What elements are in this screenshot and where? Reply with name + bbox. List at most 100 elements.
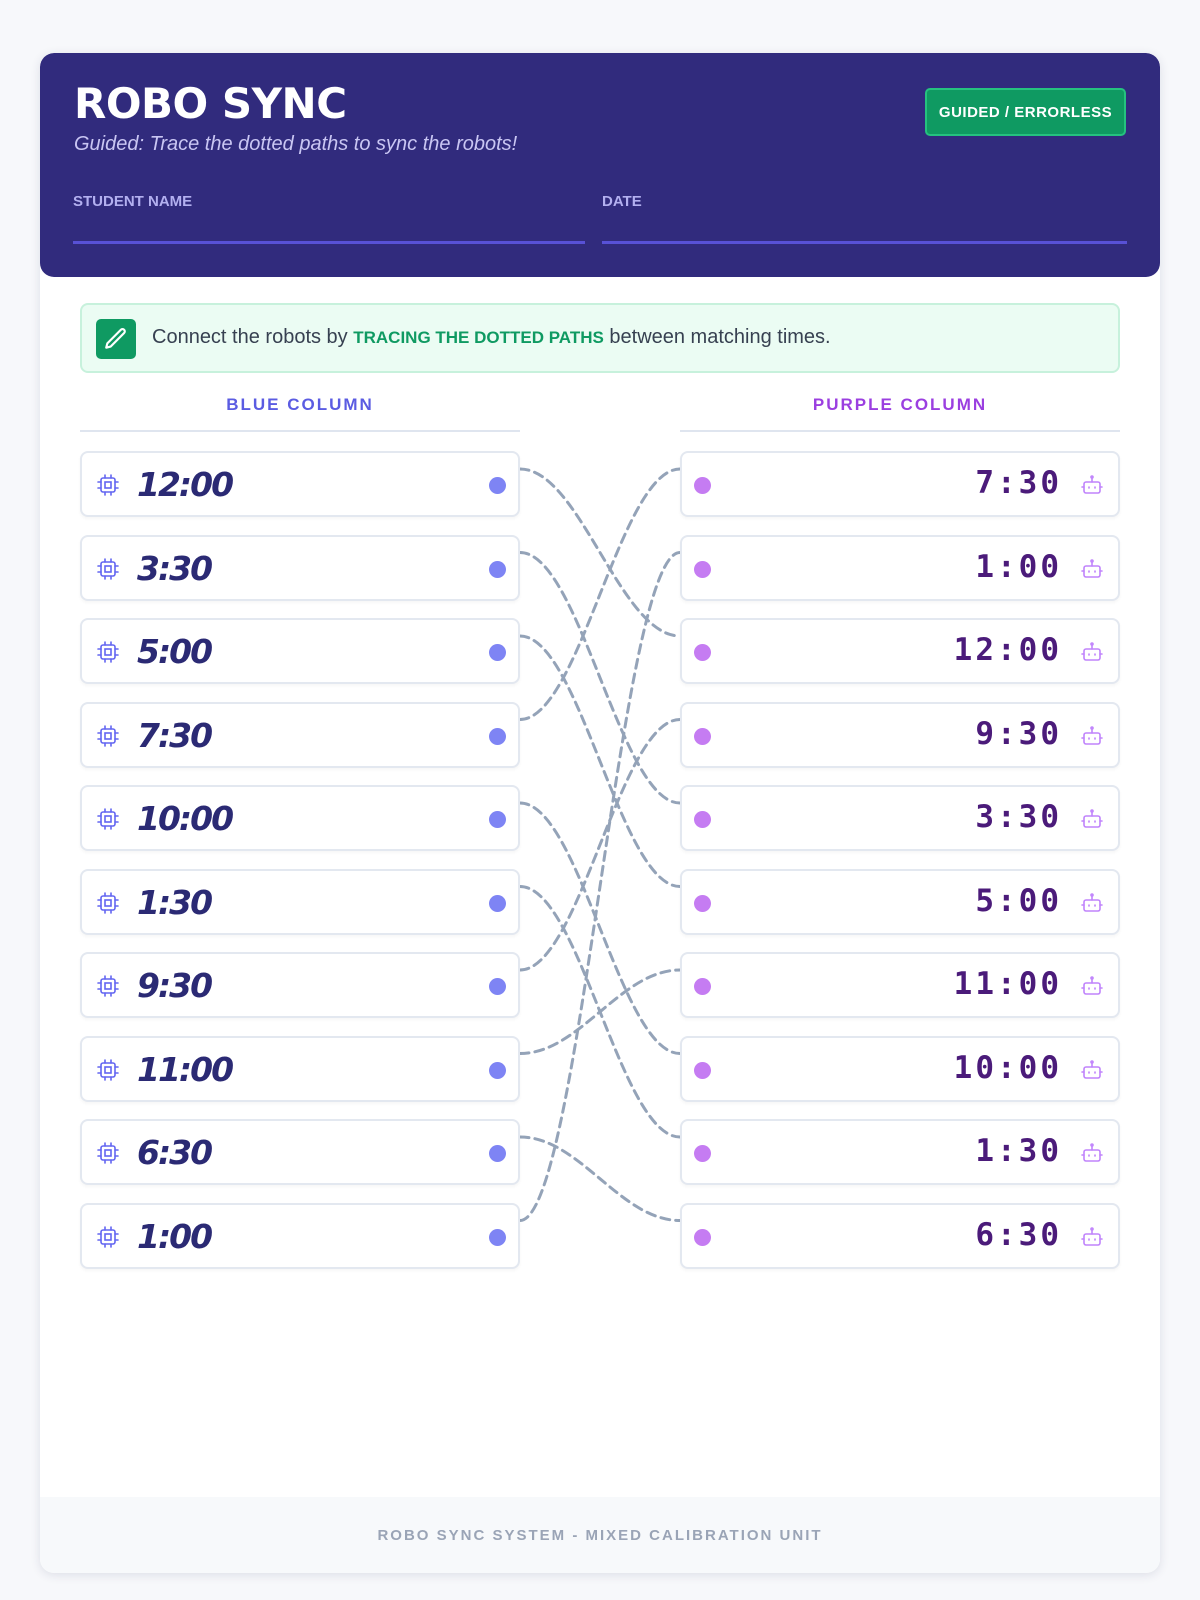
chip-icon <box>96 1225 120 1254</box>
blue-robot-card[interactable]: 9:30 <box>80 952 520 1018</box>
robot-icon <box>1080 557 1104 586</box>
purple-connector-dot[interactable] <box>694 1145 711 1162</box>
blue-connector-dot[interactable] <box>489 1228 506 1246</box>
blue-robot-card[interactable]: 11:00 <box>80 1035 520 1102</box>
blue-robot-time: 1:30 <box>137 882 213 922</box>
purple-robot-time: 3:30 <box>975 799 1062 835</box>
blue-connector-dot[interactable] <box>489 477 506 494</box>
pencil-icon <box>96 319 136 359</box>
purple-robot-card[interactable]: 11:00 <box>680 952 1120 1018</box>
dotted-path[interactable] <box>518 801 682 1055</box>
blue-robot-time: 6:30 <box>137 1133 213 1172</box>
dotted-path[interactable] <box>518 467 682 638</box>
instruction-banner: Connect the robots by TRACING THE DOTTED… <box>80 303 1120 373</box>
blue-connector-dot[interactable] <box>489 727 506 745</box>
page-subtitle: Guided: Trace the dotted paths to sync t… <box>74 133 518 155</box>
dotted-path[interactable] <box>518 551 682 805</box>
blue-connector-dot[interactable] <box>489 1145 506 1162</box>
purple-robot-time: 12:00 <box>953 632 1062 668</box>
blue-connector-dot[interactable] <box>489 644 506 661</box>
blue-robot-time: 12:00 <box>137 465 234 504</box>
blue-connector-dot[interactable] <box>489 560 506 578</box>
purple-column-divider <box>680 430 1120 432</box>
instruction-suffix: between matching times. <box>603 326 831 348</box>
purple-connector-dot[interactable] <box>694 811 711 828</box>
purple-robot-card[interactable]: 10:00 <box>680 1035 1120 1102</box>
dotted-path[interactable] <box>518 718 682 972</box>
purple-robot-card[interactable]: 1:30 <box>680 1119 1120 1185</box>
date-label: DATE <box>602 193 642 210</box>
student-name-label: STUDENT NAME <box>73 193 193 210</box>
chip-icon <box>96 1058 120 1087</box>
blue-connector-dot[interactable] <box>489 811 506 828</box>
purple-connector-dot[interactable] <box>694 477 711 494</box>
student-name-field[interactable] <box>73 241 585 244</box>
dotted-path[interactable] <box>518 551 682 1222</box>
blue-robot-time: 1:00 <box>137 1216 213 1256</box>
chip-icon <box>96 473 120 502</box>
purple-robot-card[interactable]: 5:00 <box>680 868 1120 935</box>
purple-connector-dot[interactable] <box>694 727 711 745</box>
blue-connector-dot[interactable] <box>489 894 506 912</box>
dotted-paths <box>518 467 682 1222</box>
purple-robot-card[interactable]: 9:30 <box>680 701 1120 768</box>
purple-robot-card[interactable]: 3:30 <box>680 785 1120 851</box>
blue-robot-card[interactable]: 12:00 <box>80 451 520 517</box>
chip-icon <box>96 557 120 586</box>
footer: ROBO SYNC SYSTEM - MIXED CALIBRATION UNI… <box>40 1497 1160 1573</box>
blue-robot-time: 7:30 <box>137 715 213 755</box>
purple-connector-dot[interactable] <box>694 1061 711 1079</box>
chip-icon <box>96 640 120 669</box>
blue-connector-dot[interactable] <box>489 978 506 995</box>
purple-robot-card[interactable]: 12:00 <box>680 618 1120 684</box>
blue-robot-time: 10:00 <box>137 799 234 838</box>
blue-robot-card[interactable]: 10:00 <box>80 785 520 851</box>
blue-robot-time: 5:00 <box>137 632 213 671</box>
blue-robot-card[interactable]: 6:30 <box>80 1119 520 1185</box>
date-field[interactable] <box>602 241 1127 244</box>
blue-robot-card[interactable]: 1:00 <box>80 1202 520 1269</box>
chip-icon <box>96 724 120 753</box>
chip-icon <box>96 891 120 920</box>
blue-robot-card[interactable]: 3:30 <box>80 534 520 601</box>
robot-icon <box>1080 473 1104 502</box>
blue-robot-time: 9:30 <box>137 966 213 1005</box>
dotted-path[interactable] <box>518 634 682 888</box>
blue-connector-dot[interactable] <box>489 1061 506 1079</box>
purple-connector-dot[interactable] <box>694 644 711 661</box>
instruction-prefix: Connect the robots by <box>152 326 354 348</box>
blue-column-divider <box>80 430 520 432</box>
dotted-path[interactable] <box>518 467 682 721</box>
robot-icon <box>1080 974 1104 1003</box>
robot-icon <box>1080 724 1104 753</box>
purple-robot-time: 11:00 <box>953 966 1062 1002</box>
dotted-path[interactable] <box>518 1135 682 1222</box>
purple-robot-card[interactable]: 7:30 <box>680 451 1120 517</box>
dotted-path[interactable] <box>518 968 682 1055</box>
purple-robot-card[interactable]: 1:00 <box>680 534 1120 601</box>
purple-connector-dot[interactable] <box>694 978 711 995</box>
blue-robot-time: 11:00 <box>137 1049 234 1089</box>
chip-icon <box>96 807 120 836</box>
purple-robot-time: 5:00 <box>975 882 1062 919</box>
purple-robot-time: 7:30 <box>975 465 1062 501</box>
blue-column-heading: BLUE COLUMN <box>226 395 374 414</box>
blue-robot-card[interactable]: 5:00 <box>80 618 520 684</box>
purple-connector-dot[interactable] <box>694 560 711 578</box>
page-title: ROBO SYNC <box>74 79 347 128</box>
header: ROBO SYNC Guided: Trace the dotted paths… <box>40 53 1160 277</box>
blue-robot-card[interactable]: 7:30 <box>80 701 520 768</box>
robot-icon <box>1080 1058 1104 1087</box>
worksheet: ROBO SYNC Guided: Trace the dotted paths… <box>40 53 1160 1573</box>
purple-connector-dot[interactable] <box>694 894 711 912</box>
robot-icon <box>1080 1225 1104 1254</box>
purple-robot-card[interactable]: 6:30 <box>680 1202 1120 1269</box>
chip-icon <box>96 974 120 1003</box>
blue-robot-card[interactable]: 1:30 <box>80 868 520 935</box>
purple-robot-time: 1:30 <box>975 1133 1062 1169</box>
purple-connector-dot[interactable] <box>694 1228 711 1246</box>
purple-column-heading: PURPLE COLUMN <box>812 395 988 414</box>
purple-robot-time: 10:00 <box>953 1049 1062 1086</box>
purple-robot-time: 1:00 <box>975 548 1062 585</box>
robot-icon <box>1080 1141 1104 1170</box>
